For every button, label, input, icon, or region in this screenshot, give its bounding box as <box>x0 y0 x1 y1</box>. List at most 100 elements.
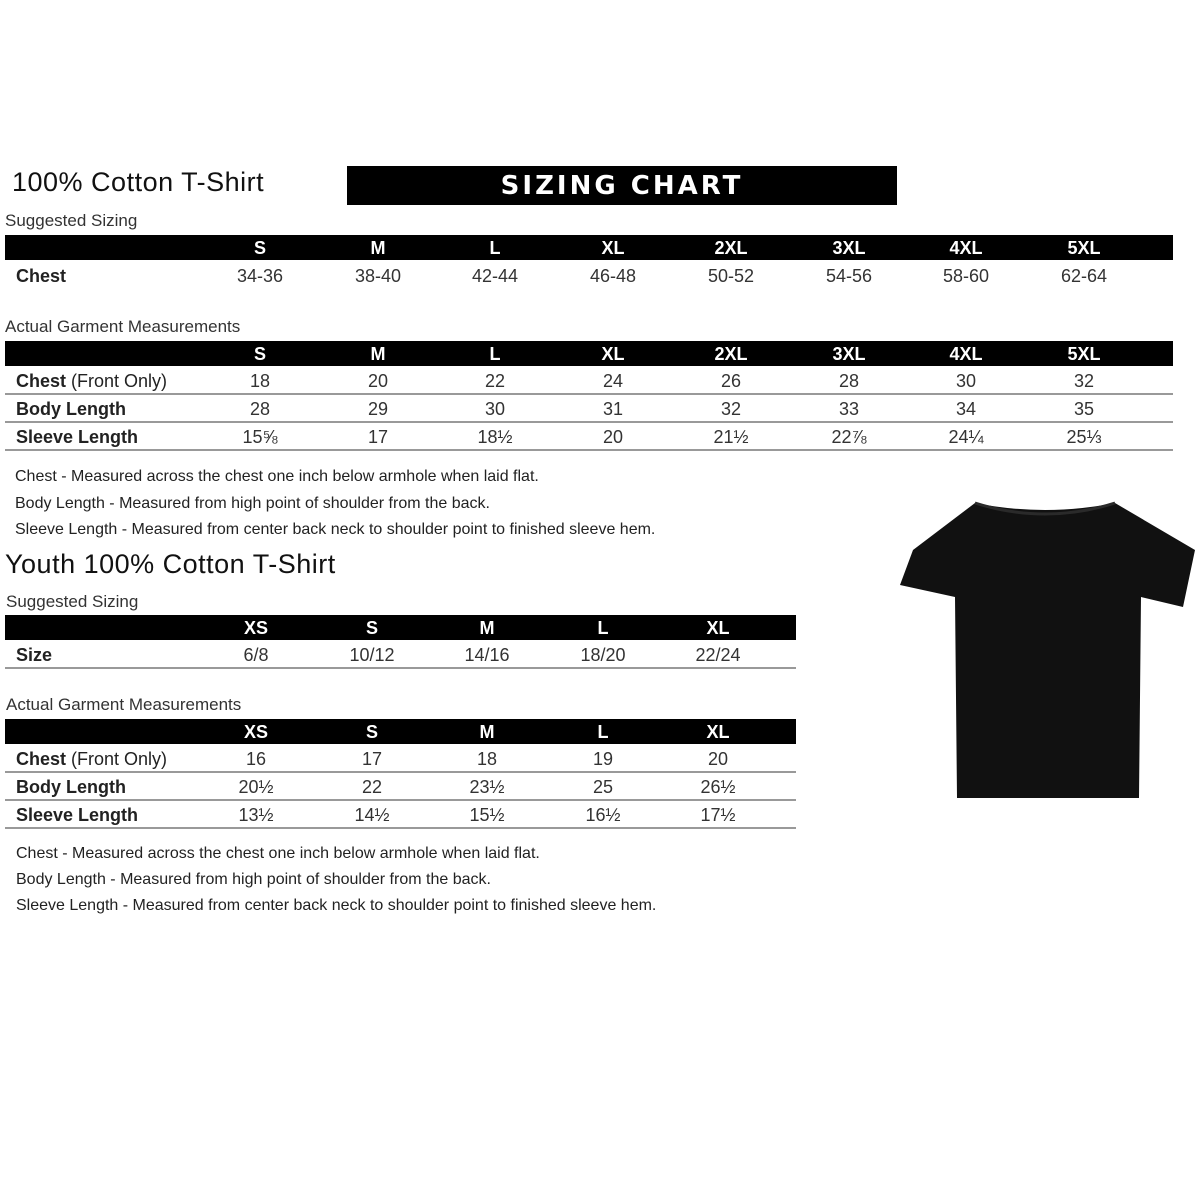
youth-title: Youth 100% Cotton T-Shirt <box>5 549 336 579</box>
size-header-l: L <box>597 618 609 638</box>
cell-l: 25 <box>592 777 614 797</box>
cell-s: 28 <box>249 399 271 419</box>
size-header-5xl: 5XL <box>1067 344 1101 364</box>
cell-xl: 31 <box>602 399 624 419</box>
row-divider <box>5 393 1173 395</box>
youth-suggested-label: Suggested Sizing <box>6 592 139 611</box>
size-header-xl: XL <box>706 722 730 742</box>
size-header-bar: XS S M L XL <box>5 615 796 640</box>
row-label: Sleeve Length <box>16 805 139 825</box>
cell-l: 18½ <box>477 427 513 447</box>
row-label: Chest (Front Only) <box>16 371 168 391</box>
table-row: Body Length 28 29 30 31 32 33 34 35 <box>5 395 1173 423</box>
row-label: Chest <box>16 266 67 286</box>
row-label: Sleeve Length <box>16 427 139 447</box>
row-label-suffix: (Front Only) <box>66 371 168 391</box>
row-divider <box>5 667 796 669</box>
cell-xl: 20 <box>707 749 729 769</box>
cell-2xl: 26 <box>720 371 742 391</box>
size-header-l: L <box>489 238 501 258</box>
cell-m: 23½ <box>469 777 505 797</box>
size-header-s: S <box>365 722 379 742</box>
youth-note-chest: Chest - Measured across the chest one in… <box>16 845 540 862</box>
size-header-3xl: 3XL <box>832 344 866 364</box>
size-header-s: S <box>253 238 267 258</box>
size-header-4xl: 4XL <box>949 344 983 364</box>
cell-l: 18/20 <box>580 645 626 665</box>
cell-5xl: 35 <box>1073 399 1095 419</box>
table-row: Size 6/8 10/12 14/16 18/20 22/24 <box>5 641 796 669</box>
cell-xs: 6/8 <box>243 645 269 665</box>
cell-s: 22 <box>361 777 383 797</box>
table-row: Chest 34-36 38-40 42-44 46-48 50-52 54-56 58-60… <box>5 262 1173 290</box>
size-header-bar: XS S M L XL <box>5 719 796 744</box>
youth-actual-label: Actual Garment Measurements <box>6 695 242 714</box>
size-header-m: M <box>370 238 386 258</box>
size-header-m: M <box>479 618 495 638</box>
size-header-l: L <box>489 344 501 364</box>
cell-l: 19 <box>592 749 614 769</box>
size-header-s: S <box>253 344 267 364</box>
size-header-2xl: 2XL <box>714 238 748 258</box>
tshirt-icon <box>900 501 1195 798</box>
cell-xs: 20½ <box>238 777 274 797</box>
cell-2xl: 21½ <box>713 427 749 447</box>
size-header-m: M <box>479 722 495 742</box>
cell-3xl: 22⅞ <box>831 427 867 447</box>
cell-5xl: 62-64 <box>1060 266 1108 286</box>
cell-m: 14/16 <box>464 645 510 665</box>
row-divider <box>5 827 796 829</box>
youth-note-body: Body Length - Measured from high point o… <box>16 871 491 888</box>
cell-m: 38-40 <box>354 266 402 286</box>
adult-title: 100% Cotton T-Shirt <box>12 167 265 197</box>
row-divider <box>5 799 796 801</box>
cell-4xl: 58-60 <box>942 266 990 286</box>
size-header-bar: S M L XL 2XL 3XL 4XL 5XL <box>5 235 1173 260</box>
size-header-2xl: 2XL <box>714 344 748 364</box>
row-label: Body Length <box>16 399 126 419</box>
table-row: Sleeve Length 15⅝ 17 18½ 20 21½ 22⅞ 24¼ 25⅓ <box>5 423 1173 451</box>
table-row: Body Length 20½ 22 23½ 25 26½ <box>5 773 796 801</box>
size-header-xl: XL <box>601 238 625 258</box>
cell-m: 17 <box>367 427 389 447</box>
cell-s: 34-36 <box>236 266 284 286</box>
cell-s: 15⅝ <box>242 427 278 447</box>
cell-xl: 17½ <box>700 805 736 825</box>
adult-note-chest: Chest - Measured across the chest one in… <box>15 468 539 485</box>
cell-xl: 20 <box>602 427 624 447</box>
cell-m: 29 <box>367 399 389 419</box>
table-row: Chest (Front Only) 18 20 22 24 26 28 30 32 <box>5 367 1173 395</box>
adult-note-sleeve: Sleeve Length - Measured from center bac… <box>15 521 656 538</box>
row-divider <box>5 421 1173 423</box>
row-label: Body Length <box>16 777 126 797</box>
row-label: Chest (Front Only) <box>16 749 168 769</box>
row-label-suffix: (Front Only) <box>66 749 168 769</box>
youth-note-sleeve: Sleeve Length - Measured from center bac… <box>16 897 657 914</box>
cell-s: 14½ <box>354 805 390 825</box>
size-header-xs: XS <box>243 618 269 638</box>
cell-s: 17 <box>361 749 383 769</box>
size-header-3xl: 3XL <box>832 238 866 258</box>
cell-3xl: 28 <box>838 371 860 391</box>
cell-4xl: 30 <box>955 371 977 391</box>
cell-s: 10/12 <box>349 645 395 665</box>
cell-3xl: 33 <box>838 399 860 419</box>
size-header-xl: XL <box>601 344 625 364</box>
cell-xl: 46-48 <box>589 266 637 286</box>
cell-4xl: 24¼ <box>948 427 984 447</box>
cell-3xl: 54-56 <box>825 266 873 286</box>
table-row: Chest (Front Only) 16 17 18 19 20 <box>5 745 796 773</box>
cell-l: 22 <box>484 371 506 391</box>
size-header-l: L <box>597 722 609 742</box>
cell-2xl: 32 <box>720 399 742 419</box>
cell-l: 30 <box>484 399 506 419</box>
cell-xs: 16 <box>245 749 267 769</box>
cell-xl: 22/24 <box>695 645 741 665</box>
size-header-s: S <box>365 618 379 638</box>
cell-l: 42-44 <box>471 266 519 286</box>
cell-4xl: 34 <box>955 399 977 419</box>
cell-5xl: 25⅓ <box>1066 427 1102 447</box>
size-header-xs: XS <box>243 722 269 742</box>
adult-note-body: Body Length - Measured from high point o… <box>15 495 490 512</box>
adult-suggested-label: Suggested Sizing <box>5 211 138 230</box>
